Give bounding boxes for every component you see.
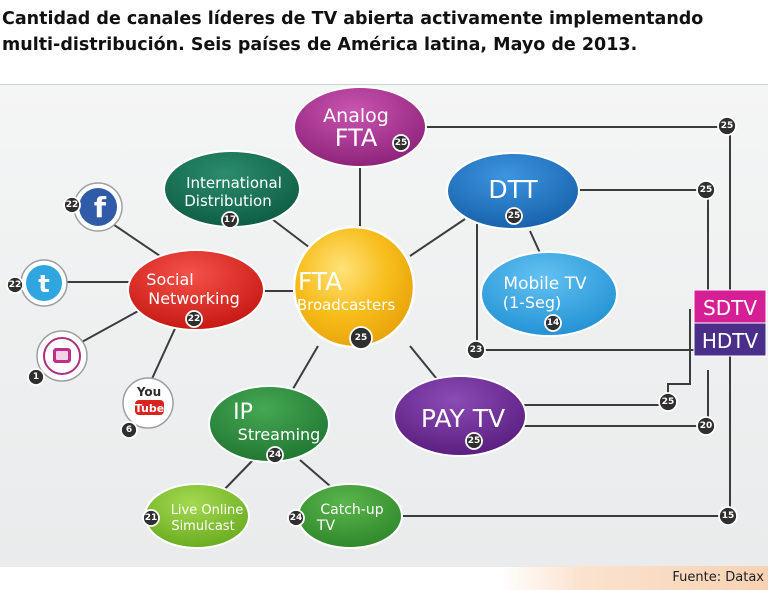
international-count: 17 xyxy=(224,215,237,225)
route-paytv-sd xyxy=(520,309,691,406)
hdtv-box xyxy=(693,322,767,357)
twitter-count-badge xyxy=(6,276,24,294)
mobile-count: 14 xyxy=(547,318,560,328)
social-count: 22 xyxy=(188,314,201,324)
connector-dtt-badge xyxy=(696,180,716,200)
connector-paytv-sd-badge xyxy=(658,392,678,412)
paytv-count: 25 xyxy=(468,436,481,446)
connector-paytv-hd-count: 20 xyxy=(700,421,713,431)
ip-count-badge xyxy=(266,446,284,464)
connector-paytv-hd-badge xyxy=(696,416,716,436)
title-line-1: Cantidad de canales líderes de TV abiert… xyxy=(2,9,704,29)
connector-analog-count: 25 xyxy=(721,121,734,131)
youtube-you: You xyxy=(136,385,161,399)
sdtv-hdtv-legend: SDTV HDTV xyxy=(693,289,767,357)
app-count-badge xyxy=(27,368,45,386)
youtube-icon: You Tube xyxy=(135,385,164,415)
facebook-count-badge xyxy=(63,196,81,214)
ip-line2: Streaming xyxy=(238,425,321,444)
line-center-dtt xyxy=(409,218,466,257)
analog-line1: Analog xyxy=(323,105,389,127)
social-line2: Networking xyxy=(148,289,240,308)
route-paytv-hd xyxy=(520,370,709,427)
line-center-ip xyxy=(289,345,319,395)
mobile-line2: (1-Seg) xyxy=(503,293,562,312)
youtube-tube: Tube xyxy=(135,402,164,415)
center-count: 25 xyxy=(355,333,368,343)
youtube-tube-box xyxy=(135,400,164,415)
source-note: Fuente: Datax xyxy=(672,570,764,585)
dtt-count: 25 xyxy=(508,211,521,221)
live-count-badge xyxy=(142,509,160,527)
distribution-diagram: Analog FTA 25 International Distribution… xyxy=(6,86,767,549)
title-line-2: multi-distribución. Seis países de Améri… xyxy=(2,35,638,55)
analog-line2: FTA xyxy=(335,124,378,152)
dtt-label: DTT xyxy=(488,175,538,204)
analog-count-badge xyxy=(392,134,410,152)
chart-title: Cantidad de canales líderes de TV abiert… xyxy=(2,6,762,58)
twitter-icon xyxy=(26,265,62,301)
sdtv-box xyxy=(693,289,767,324)
center-line1: FTA xyxy=(298,267,342,296)
analog-count: 25 xyxy=(395,138,408,148)
international-line1: International xyxy=(186,174,282,192)
international-count-badge xyxy=(221,211,239,229)
paytv-count-badge xyxy=(465,432,483,450)
hdtv-label: HDTV xyxy=(702,329,759,353)
facebook-count: 22 xyxy=(66,200,79,210)
connector-dtt-hd-badge xyxy=(466,340,486,360)
live-line1: Live Online xyxy=(171,503,244,518)
catchup-line1: Catch-up xyxy=(320,502,383,518)
youtube-count-badge xyxy=(120,421,138,439)
ip-line1: IP xyxy=(233,400,253,425)
node-live-online-simulcast: Live Online Simulcast 21 xyxy=(142,483,250,549)
node-international-distribution: International Distribution 17 xyxy=(163,150,301,229)
twitter-glyph: t xyxy=(38,270,49,298)
facebook-icon-node: f 22 xyxy=(63,182,123,232)
connector-analog-badge xyxy=(717,116,737,136)
app-icon-node: 1 xyxy=(27,330,88,386)
connector-paytv-sd-count: 25 xyxy=(662,397,675,407)
line-ip-catchup xyxy=(299,459,331,487)
footer-ribbon xyxy=(500,566,768,590)
live-line2: Simulcast xyxy=(171,519,234,534)
youtube-count: 6 xyxy=(126,425,132,435)
node-social-networking: Social Networking 22 xyxy=(127,249,265,331)
facebook-glyph: f xyxy=(94,191,107,224)
twitter-icon-node: t 22 xyxy=(6,259,68,307)
international-line2: Distribution xyxy=(184,192,272,210)
connector-dtt-count: 25 xyxy=(700,185,713,195)
live-count: 21 xyxy=(145,513,158,523)
mobile-count-badge xyxy=(544,314,562,332)
node-fta-broadcasters: FTA Broadcasters 25 xyxy=(292,225,416,350)
app-count: 1 xyxy=(33,372,39,382)
sdtv-label: SDTV xyxy=(703,296,757,320)
connector-dtt-hd-count: 23 xyxy=(470,345,483,355)
connector-badges: 25 25 23 25 20 15 xyxy=(466,116,738,526)
node-ip-streaming: IP Streaming 24 xyxy=(208,385,330,464)
center-count-badge xyxy=(349,326,373,350)
connector-catchup-badge xyxy=(718,506,738,526)
facebook-icon xyxy=(79,188,117,226)
social-line1: Social xyxy=(146,270,193,289)
youtube-icon-node: You Tube 6 xyxy=(120,377,174,439)
catchup-count: 24 xyxy=(290,513,303,523)
center-line2: Broadcasters xyxy=(297,296,396,314)
paytv-label: PAY TV xyxy=(421,404,505,433)
node-analog-fta: Analog FTA 25 xyxy=(293,86,427,168)
node-pay-tv: PAY TV 25 xyxy=(393,375,527,457)
connector-catchup-count: 15 xyxy=(722,511,735,521)
node-mobile-tv: Mobile TV (1-Seg) 14 xyxy=(480,251,618,337)
node-dtt: DTT 25 xyxy=(446,152,580,230)
dtt-count-badge xyxy=(505,207,523,225)
twitter-count: 22 xyxy=(9,280,22,290)
ip-count: 24 xyxy=(269,450,282,460)
app-screen-shape xyxy=(56,351,68,360)
mobile-line1: Mobile TV xyxy=(503,274,587,294)
catchup-count-badge xyxy=(287,509,305,527)
catchup-line2: TV xyxy=(316,518,336,534)
social-count-badge xyxy=(185,310,203,328)
node-catch-up-tv: Catch-up TV 24 xyxy=(287,483,403,549)
